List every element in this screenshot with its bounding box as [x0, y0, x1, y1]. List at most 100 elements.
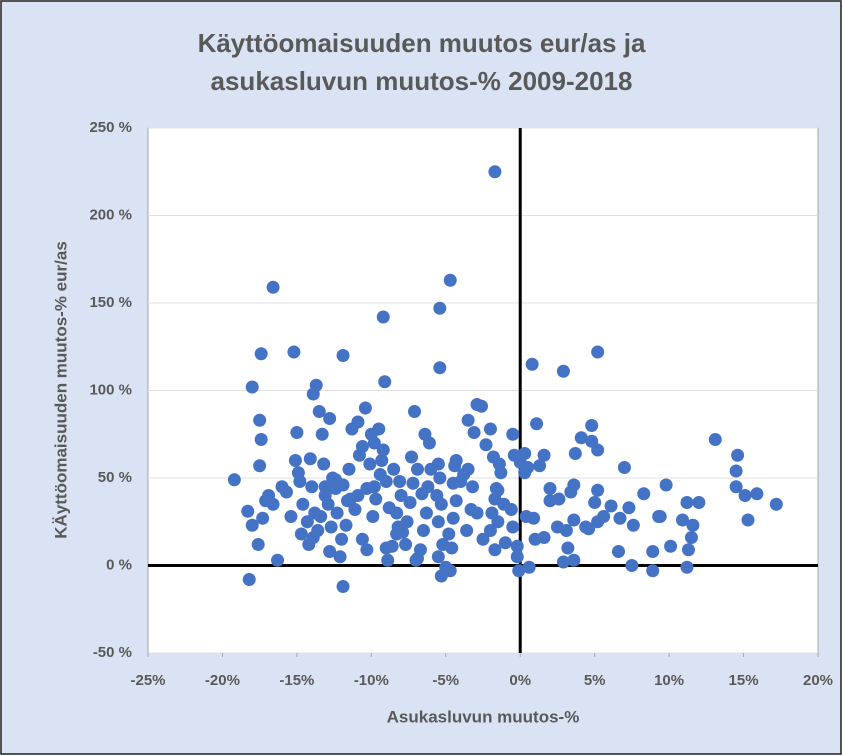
scatter-point: [242, 573, 256, 586]
scatter-point: [741, 513, 755, 527]
x-tick-label: 20%: [803, 672, 833, 689]
scatter-point: [431, 515, 445, 529]
scatter-point: [376, 443, 390, 457]
x-tick-label: -20%: [205, 672, 240, 689]
scatter-point: [416, 524, 430, 537]
scatter-point: [378, 375, 392, 389]
scatter-point: [387, 462, 401, 476]
scatter-point: [433, 471, 447, 485]
scatter-point: [405, 450, 419, 464]
scatter-point: [488, 165, 502, 179]
scatter-point: [408, 405, 422, 418]
scatter-point: [434, 569, 448, 583]
scatter-point: [343, 492, 357, 506]
scatter-point: [360, 543, 374, 557]
scatter-point: [738, 489, 752, 502]
scatter-point: [443, 273, 457, 287]
scatter-point: [253, 413, 267, 427]
scatter-point: [476, 532, 490, 546]
scatter-point: [686, 518, 700, 532]
scatter-point: [303, 452, 317, 466]
scatter-point: [617, 461, 631, 474]
scatter-point: [530, 417, 544, 431]
scatter-point: [527, 511, 541, 525]
scatter-point: [510, 539, 524, 553]
scatter-point: [676, 513, 690, 527]
x-tick-label: -15%: [279, 672, 314, 689]
scatter-point: [306, 531, 320, 544]
scatter-point: [364, 427, 378, 441]
scatter-point: [300, 515, 314, 529]
scatter-point: [475, 399, 489, 413]
scatter-point: [305, 480, 319, 494]
scatter-point: [266, 280, 280, 294]
scatter-point: [513, 455, 527, 469]
scatter-point: [382, 501, 396, 515]
scatter-point: [460, 524, 474, 537]
scatter-point: [403, 496, 417, 509]
scatter-point: [729, 480, 743, 494]
scatter-point: [528, 532, 542, 546]
scatter-point: [291, 466, 305, 480]
scatter-point: [288, 454, 302, 467]
x-tick-label: -10%: [354, 672, 389, 689]
scatter-point: [626, 518, 640, 532]
scatter-point: [379, 541, 393, 555]
scatter-point: [271, 553, 285, 567]
scatter-point: [227, 473, 241, 487]
scatter-point: [367, 480, 381, 494]
scatter-point: [591, 345, 605, 359]
scatter-point: [442, 527, 456, 541]
scatter-point: [339, 518, 353, 532]
scatter-point: [433, 301, 447, 315]
scatter-point: [317, 457, 331, 471]
scatter-point: [415, 487, 429, 501]
scatter-point: [574, 431, 588, 445]
chart-title: Käyttöomaisuuden muutos eur/as ja asukas…: [197, 28, 646, 96]
scatter-point: [241, 504, 255, 518]
scatter-point: [245, 380, 259, 394]
scatter-point: [591, 483, 605, 497]
scatter-point: [646, 564, 660, 578]
scatter-point: [567, 513, 581, 527]
scatter-point: [355, 532, 369, 546]
scatter-point: [254, 433, 268, 446]
scatter-point: [494, 466, 508, 480]
scatter-point: [525, 357, 539, 371]
scatter-point: [245, 518, 259, 532]
scatter-point: [296, 497, 310, 511]
y-tick-label: 200 %: [89, 206, 132, 223]
scatter-point: [591, 515, 605, 529]
scatter-point: [461, 413, 475, 427]
scatter-point: [622, 501, 636, 515]
scatter-point: [294, 527, 308, 541]
title-box: Käyttöomaisuuden muutos eur/as ja asukas…: [0, 24, 843, 100]
scatter-point: [314, 510, 328, 523]
scatter-point: [567, 553, 581, 567]
scatter-point: [625, 559, 639, 572]
scatter-point: [275, 480, 289, 494]
scatter-point: [375, 454, 389, 467]
scatter-point: [259, 494, 273, 508]
scatter-point: [556, 555, 570, 569]
scatter-point: [287, 345, 301, 359]
scatter-point: [312, 405, 326, 418]
scatter-point: [543, 482, 557, 495]
scatter-point: [518, 466, 532, 480]
scatter-point: [366, 510, 380, 523]
scatter-point: [750, 487, 764, 501]
scatter-point: [466, 480, 480, 494]
y-tick-label: 150 %: [89, 294, 132, 311]
scatter-point: [604, 499, 618, 513]
scatter-point: [352, 448, 366, 462]
scatter-point: [446, 511, 460, 525]
scatter-point: [330, 506, 344, 520]
y-tick-label: 50 %: [98, 469, 132, 486]
scatter-point: [537, 448, 551, 462]
scatter-point: [556, 364, 570, 378]
scatter-point: [369, 492, 383, 506]
scatter-point: [399, 538, 413, 551]
scatter-point: [664, 539, 678, 553]
scatter-point: [329, 473, 343, 487]
